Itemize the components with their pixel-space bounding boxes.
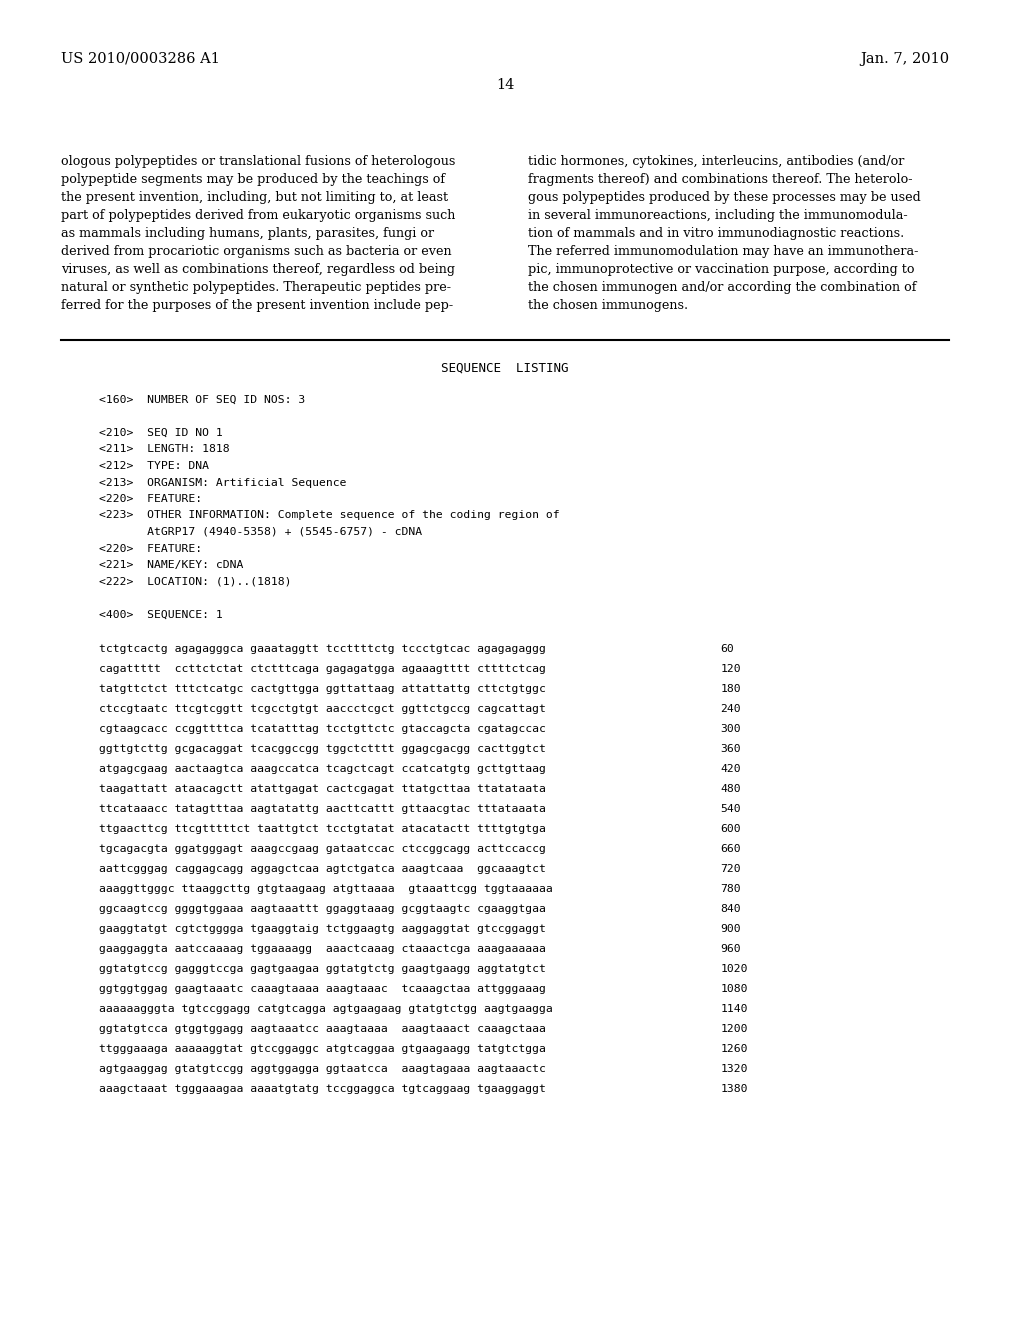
Text: 420: 420 bbox=[720, 764, 740, 774]
Text: ggtggtggag gaagtaaatc caaagtaaaa aaagtaaac  tcaaagctaa attgggaaag: ggtggtggag gaagtaaatc caaagtaaaa aaagtaa… bbox=[98, 983, 546, 994]
Text: 540: 540 bbox=[720, 804, 740, 814]
Text: <221>  NAME/KEY: cDNA: <221> NAME/KEY: cDNA bbox=[98, 560, 243, 570]
Text: aaagctaaat tgggaaagaa aaaatgtatg tccggaggca tgtcaggaag tgaaggaggt: aaagctaaat tgggaaagaa aaaatgtatg tccggag… bbox=[98, 1084, 546, 1094]
Text: 1260: 1260 bbox=[720, 1044, 748, 1053]
Text: 960: 960 bbox=[720, 944, 740, 954]
Text: the present invention, including, but not limiting to, at least: the present invention, including, but no… bbox=[61, 191, 449, 205]
Text: <160>  NUMBER OF SEQ ID NOS: 3: <160> NUMBER OF SEQ ID NOS: 3 bbox=[98, 395, 305, 405]
Text: SEQUENCE  LISTING: SEQUENCE LISTING bbox=[441, 362, 569, 375]
Text: 780: 780 bbox=[720, 884, 740, 894]
Text: natural or synthetic polypeptides. Therapeutic peptides pre-: natural or synthetic polypeptides. Thera… bbox=[61, 281, 452, 294]
Text: <220>  FEATURE:: <220> FEATURE: bbox=[98, 544, 202, 553]
Text: pic, immunoprotective or vaccination purpose, according to: pic, immunoprotective or vaccination pur… bbox=[527, 263, 914, 276]
Text: 1320: 1320 bbox=[720, 1064, 748, 1074]
Text: aaaggttgggc ttaaggcttg gtgtaagaag atgttaaaa  gtaaattcgg tggtaaaaaa: aaaggttgggc ttaaggcttg gtgtaagaag atgtta… bbox=[98, 884, 552, 894]
Text: cgtaagcacc ccggttttca tcatatttag tcctgttctc gtaccagcta cgatagccac: cgtaagcacc ccggttttca tcatatttag tcctgtt… bbox=[98, 723, 546, 734]
Text: in several immunoreactions, including the immunomodula-: in several immunoreactions, including th… bbox=[527, 209, 907, 222]
Text: fragments thereof) and combinations thereof. The heterolo-: fragments thereof) and combinations ther… bbox=[527, 173, 912, 186]
Text: ctccgtaatc ttcgtcggtt tcgcctgtgt aaccctcgct ggttctgccg cagcattagt: ctccgtaatc ttcgtcggtt tcgcctgtgt aaccctc… bbox=[98, 704, 546, 714]
Text: 660: 660 bbox=[720, 843, 740, 854]
Text: 1200: 1200 bbox=[720, 1024, 748, 1034]
Text: <213>  ORGANISM: Artificial Sequence: <213> ORGANISM: Artificial Sequence bbox=[98, 478, 346, 487]
Text: ttcataaacc tatagtttaa aagtatattg aacttcattt gttaacgtac tttataaata: ttcataaacc tatagtttaa aagtatattg aacttca… bbox=[98, 804, 546, 814]
Text: ologous polypeptides or translational fusions of heterologous: ologous polypeptides or translational fu… bbox=[61, 154, 456, 168]
Text: US 2010/0003286 A1: US 2010/0003286 A1 bbox=[61, 51, 220, 66]
Text: <223>  OTHER INFORMATION: Complete sequence of the coding region of: <223> OTHER INFORMATION: Complete sequen… bbox=[98, 511, 559, 520]
Text: atgagcgaag aactaagtca aaagccatca tcagctcagt ccatcatgtg gcttgttaag: atgagcgaag aactaagtca aaagccatca tcagctc… bbox=[98, 764, 546, 774]
Text: <220>  FEATURE:: <220> FEATURE: bbox=[98, 494, 202, 504]
Text: cagattttt  ccttctctat ctctttcaga gagagatgga agaaagtttt cttttctcag: cagattttt ccttctctat ctctttcaga gagagatg… bbox=[98, 664, 546, 675]
Text: 1380: 1380 bbox=[720, 1084, 748, 1094]
Text: taagattatt ataacagctt atattgagat cactcgagat ttatgcttaa ttatataata: taagattatt ataacagctt atattgagat cactcga… bbox=[98, 784, 546, 795]
Text: AtGRP17 (4940-5358) + (5545-6757) - cDNA: AtGRP17 (4940-5358) + (5545-6757) - cDNA bbox=[98, 527, 422, 537]
Text: ggtatgtccg gagggtccga gagtgaagaa ggtatgtctg gaagtgaagg aggtatgtct: ggtatgtccg gagggtccga gagtgaagaa ggtatgt… bbox=[98, 964, 546, 974]
Text: tion of mammals and in vitro immunodiagnostic reactions.: tion of mammals and in vitro immunodiagn… bbox=[527, 227, 904, 240]
Text: derived from procariotic organisms such as bacteria or even: derived from procariotic organisms such … bbox=[61, 246, 452, 257]
Text: <212>  TYPE: DNA: <212> TYPE: DNA bbox=[98, 461, 209, 471]
Text: <210>  SEQ ID NO 1: <210> SEQ ID NO 1 bbox=[98, 428, 222, 438]
Text: as mammals including humans, plants, parasites, fungi or: as mammals including humans, plants, par… bbox=[61, 227, 434, 240]
Text: Jan. 7, 2010: Jan. 7, 2010 bbox=[860, 51, 949, 66]
Text: 840: 840 bbox=[720, 904, 740, 913]
Text: 1080: 1080 bbox=[720, 983, 748, 994]
Text: ggtatgtcca gtggtggagg aagtaaatcc aaagtaaaa  aaagtaaact caaagctaaa: ggtatgtcca gtggtggagg aagtaaatcc aaagtaa… bbox=[98, 1024, 546, 1034]
Text: 120: 120 bbox=[720, 664, 740, 675]
Text: ttgggaaaga aaaaaggtat gtccggaggc atgtcaggaa gtgaagaagg tatgtctgga: ttgggaaaga aaaaaggtat gtccggaggc atgtcag… bbox=[98, 1044, 546, 1053]
Text: tctgtcactg agagagggca gaaataggtt tccttttctg tccctgtcac agagagaggg: tctgtcactg agagagggca gaaataggtt tcctttt… bbox=[98, 644, 546, 653]
Text: the chosen immunogens.: the chosen immunogens. bbox=[527, 300, 688, 312]
Text: 360: 360 bbox=[720, 744, 740, 754]
Text: 720: 720 bbox=[720, 865, 740, 874]
Text: aattcgggag caggagcagg aggagctcaa agtctgatca aaagtcaaa  ggcaaagtct: aattcgggag caggagcagg aggagctcaa agtctga… bbox=[98, 865, 546, 874]
Text: aaaaaagggta tgtccggagg catgtcagga agtgaagaag gtatgtctgg aagtgaagga: aaaaaagggta tgtccggagg catgtcagga agtgaa… bbox=[98, 1005, 552, 1014]
Text: <400>  SEQUENCE: 1: <400> SEQUENCE: 1 bbox=[98, 610, 222, 619]
Text: tatgttctct tttctcatgc cactgttgga ggttattaag attattattg cttctgtggc: tatgttctct tttctcatgc cactgttgga ggttatt… bbox=[98, 684, 546, 694]
Text: 1020: 1020 bbox=[720, 964, 748, 974]
Text: 1140: 1140 bbox=[720, 1005, 748, 1014]
Text: agtgaaggag gtatgtccgg aggtggagga ggtaatcca  aaagtagaaa aagtaaactc: agtgaaggag gtatgtccgg aggtggagga ggtaatc… bbox=[98, 1064, 546, 1074]
Text: 300: 300 bbox=[720, 723, 740, 734]
Text: 180: 180 bbox=[720, 684, 740, 694]
Text: gous polypeptides produced by these processes may be used: gous polypeptides produced by these proc… bbox=[527, 191, 921, 205]
Text: viruses, as well as combinations thereof, regardless od being: viruses, as well as combinations thereof… bbox=[61, 263, 455, 276]
Text: ggcaagtccg ggggtggaaa aagtaaattt ggaggtaaag gcggtaagtc cgaaggtgaa: ggcaagtccg ggggtggaaa aagtaaattt ggaggta… bbox=[98, 904, 546, 913]
Text: 600: 600 bbox=[720, 824, 740, 834]
Text: 900: 900 bbox=[720, 924, 740, 935]
Text: ttgaacttcg ttcgtttttct taattgtct tcctgtatat atacatactt ttttgtgtga: ttgaacttcg ttcgtttttct taattgtct tcctgta… bbox=[98, 824, 546, 834]
Text: ggttgtcttg gcgacaggat tcacggccgg tggctctttt ggagcgacgg cacttggtct: ggttgtcttg gcgacaggat tcacggccgg tggctct… bbox=[98, 744, 546, 754]
Text: polypeptide segments may be produced by the teachings of: polypeptide segments may be produced by … bbox=[61, 173, 445, 186]
Text: ferred for the purposes of the present invention include pep-: ferred for the purposes of the present i… bbox=[61, 300, 454, 312]
Text: gaaggtatgt cgtctgggga tgaaggtaig tctggaagtg aaggaggtat gtccggaggt: gaaggtatgt cgtctgggga tgaaggtaig tctggaa… bbox=[98, 924, 546, 935]
Text: 240: 240 bbox=[720, 704, 740, 714]
Text: <211>  LENGTH: 1818: <211> LENGTH: 1818 bbox=[98, 445, 229, 454]
Text: 480: 480 bbox=[720, 784, 740, 795]
Text: tgcagacgta ggatgggagt aaagccgaag gataatccac ctccggcagg acttccaccg: tgcagacgta ggatgggagt aaagccgaag gataatc… bbox=[98, 843, 546, 854]
Text: <222>  LOCATION: (1)..(1818): <222> LOCATION: (1)..(1818) bbox=[98, 577, 291, 586]
Text: part of polypeptides derived from eukaryotic organisms such: part of polypeptides derived from eukary… bbox=[61, 209, 456, 222]
Text: tidic hormones, cytokines, interleucins, antibodies (and/or: tidic hormones, cytokines, interleucins,… bbox=[527, 154, 904, 168]
Text: the chosen immunogen and/or according the combination of: the chosen immunogen and/or according th… bbox=[527, 281, 916, 294]
Text: 60: 60 bbox=[720, 644, 734, 653]
Text: 14: 14 bbox=[496, 78, 514, 92]
Text: The referred immunomodulation may have an immunothera-: The referred immunomodulation may have a… bbox=[527, 246, 919, 257]
Text: gaaggaggta aatccaaaag tggaaaagg  aaactcaaag ctaaactcga aaagaaaaaa: gaaggaggta aatccaaaag tggaaaagg aaactcaa… bbox=[98, 944, 546, 954]
